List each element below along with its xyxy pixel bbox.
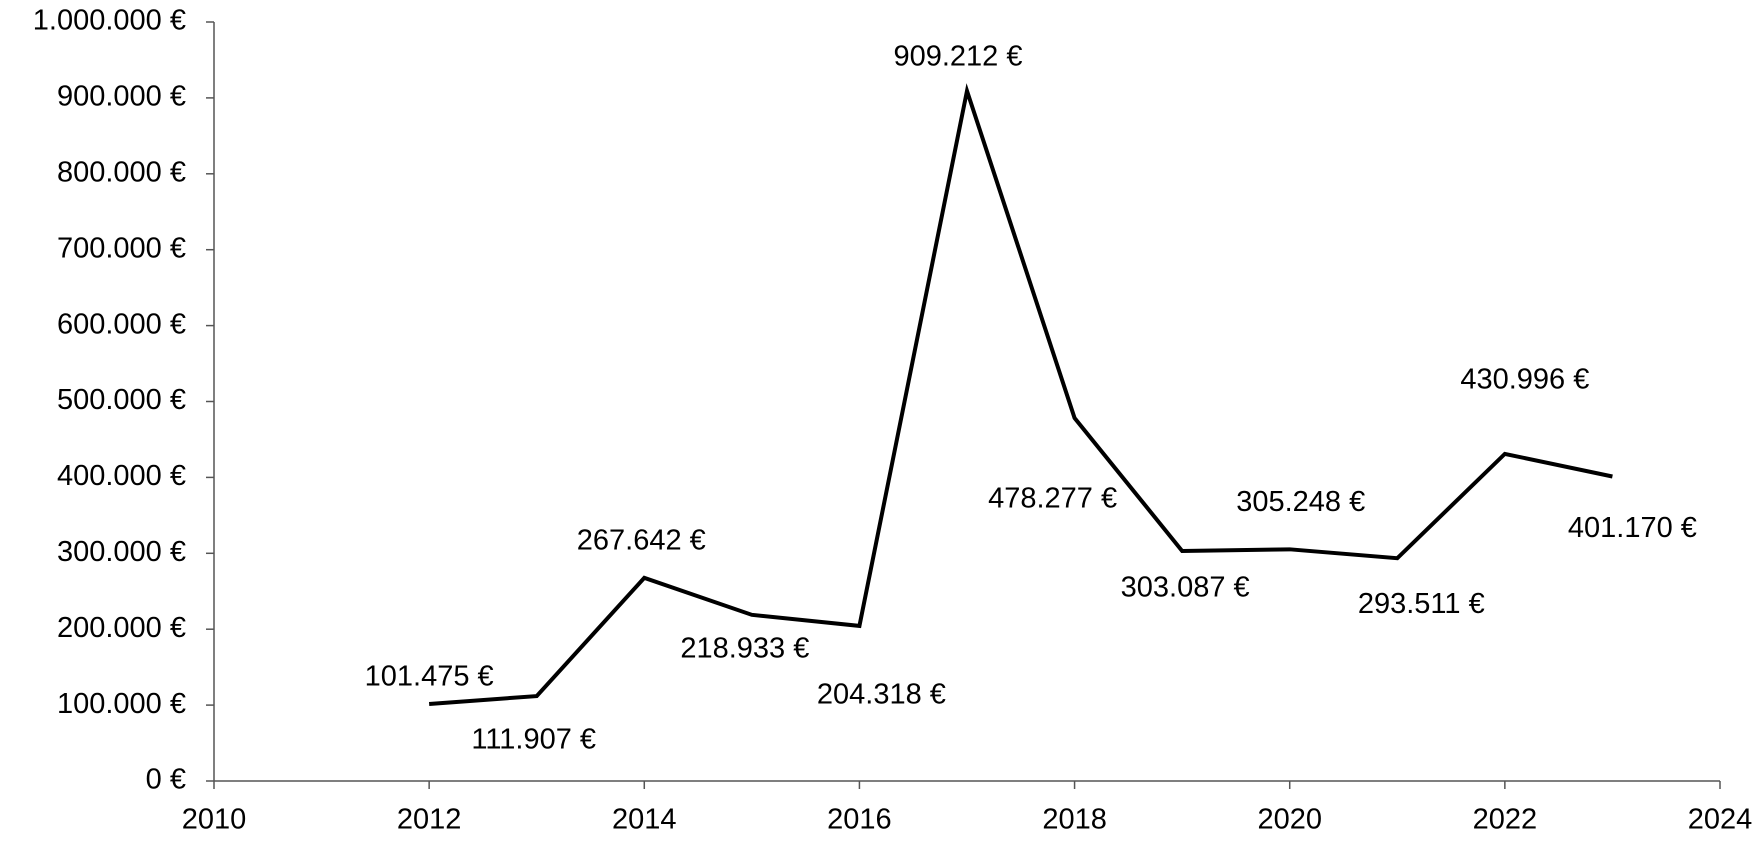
data-label: 204.318 €	[817, 679, 946, 711]
y-tick-label: 0 €	[146, 764, 186, 796]
y-tick-label: 500.000 €	[57, 384, 186, 416]
y-tick-label: 100.000 €	[57, 688, 186, 720]
data-label: 293.511 €	[1358, 588, 1485, 620]
y-tick-label: 600.000 €	[57, 308, 186, 340]
data-label: 478.277 €	[988, 483, 1117, 515]
data-label: 401.170 €	[1568, 512, 1697, 544]
y-tick-label: 800.000 €	[57, 156, 186, 188]
data-label: 430.996 €	[1460, 364, 1589, 396]
data-label: 101.475 €	[365, 661, 494, 693]
y-tick-label: 400.000 €	[57, 460, 186, 492]
data-label: 111.907 €	[471, 724, 596, 756]
data-label: 909.212 €	[893, 41, 1022, 73]
line	[428, 83, 1613, 706]
y-tick-label: 1.000.000 €	[33, 5, 186, 37]
data-label: 305.248 €	[1236, 486, 1365, 518]
y-tick-label: 200.000 €	[57, 612, 186, 644]
data-label: 218.933 €	[680, 632, 809, 664]
data-label: 303.087 €	[1121, 572, 1250, 604]
x-tick-label: 2016	[827, 804, 892, 836]
y-tick-label: 700.000 €	[57, 232, 186, 264]
x-tick-label: 2018	[1042, 804, 1107, 836]
x-tick-label: 2012	[397, 804, 462, 836]
y-tick-label: 300.000 €	[57, 536, 186, 568]
y-tick-label: 900.000 €	[57, 81, 186, 113]
x-tick-label: 2020	[1257, 804, 1322, 836]
data-label: 267.642 €	[577, 525, 706, 557]
x-tick-label: 2014	[612, 804, 677, 836]
x-tick-label: 2024	[1688, 804, 1753, 836]
x-tick-label: 2010	[182, 804, 247, 836]
x-tick-label: 2022	[1473, 804, 1538, 836]
